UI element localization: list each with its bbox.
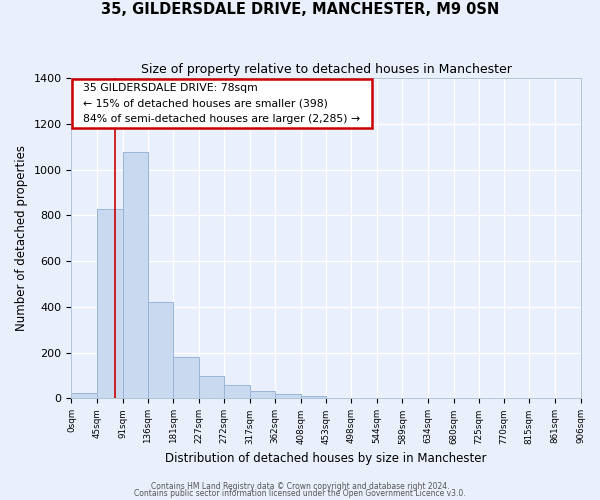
Bar xyxy=(97,209,122,398)
Text: 35, GILDERSDALE DRIVE, MANCHESTER, M9 0SN: 35, GILDERSDALE DRIVE, MANCHESTER, M9 0S… xyxy=(101,2,499,18)
Title: Size of property relative to detached houses in Manchester: Size of property relative to detached ho… xyxy=(140,62,511,76)
Text: Contains HM Land Registry data © Crown copyright and database right 2024.: Contains HM Land Registry data © Crown c… xyxy=(151,482,449,491)
Bar xyxy=(199,376,224,398)
Y-axis label: Number of detached properties: Number of detached properties xyxy=(15,145,28,331)
X-axis label: Distribution of detached houses by size in Manchester: Distribution of detached houses by size … xyxy=(165,452,487,465)
Text: 35 GILDERSDALE DRIVE: 78sqm
  ← 15% of detached houses are smaller (398)
  84% o: 35 GILDERSDALE DRIVE: 78sqm ← 15% of det… xyxy=(76,83,368,124)
Bar xyxy=(148,302,173,398)
Bar xyxy=(250,391,275,398)
Bar xyxy=(122,152,148,398)
Bar xyxy=(275,394,301,398)
Bar xyxy=(173,358,199,399)
Text: Contains public sector information licensed under the Open Government Licence v3: Contains public sector information licen… xyxy=(134,490,466,498)
Bar xyxy=(224,386,250,398)
Bar xyxy=(301,396,326,398)
Bar xyxy=(71,392,97,398)
